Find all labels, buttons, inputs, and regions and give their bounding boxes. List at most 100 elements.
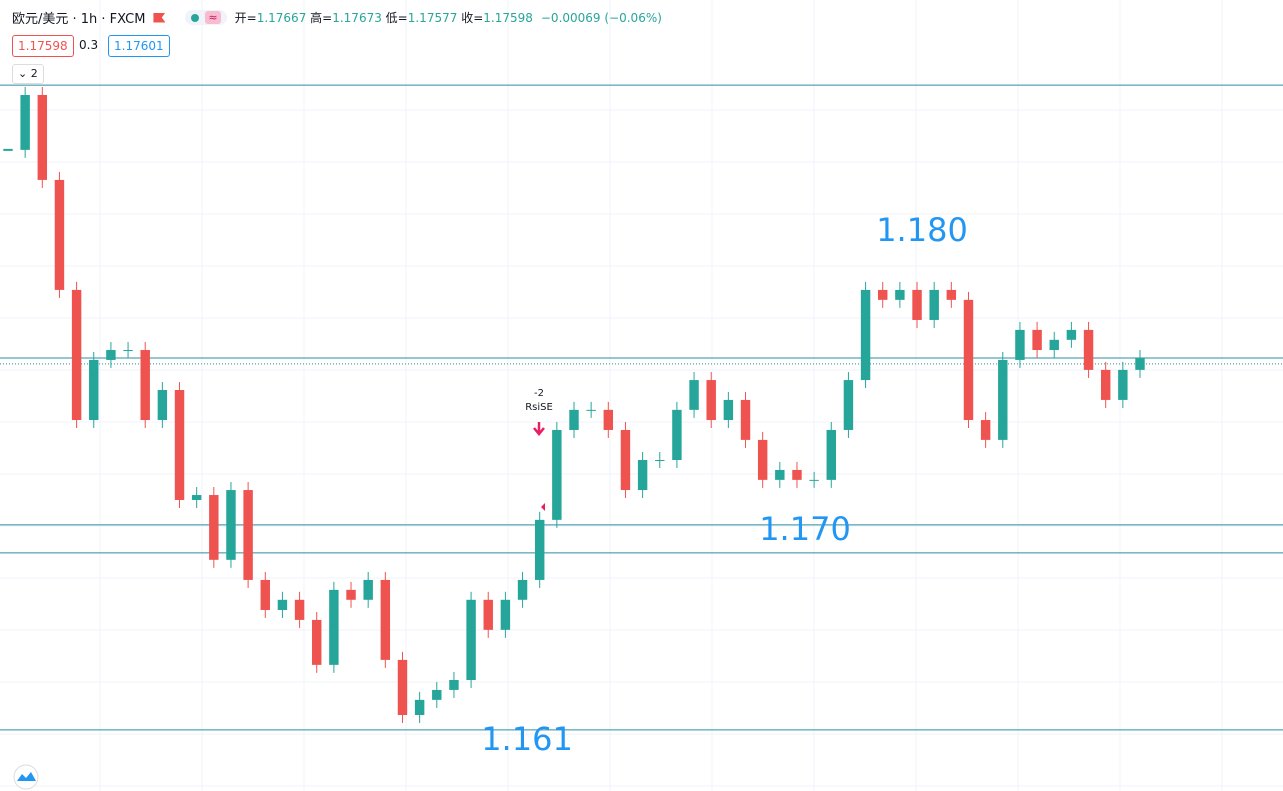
- candle-body: [483, 599, 493, 630]
- symbol-title[interactable]: 欧元/美元 · 1h · FXCM: [12, 12, 146, 27]
- candle-body: [20, 95, 30, 150]
- candle-body: [1083, 329, 1094, 370]
- indicator-count: 2: [30, 67, 38, 80]
- candle-body: [294, 599, 305, 620]
- candle-body: [878, 289, 888, 300]
- candle-body: [620, 429, 631, 491]
- candle-body: [466, 599, 476, 681]
- candle-body: [655, 460, 665, 462]
- candle-body: [534, 519, 545, 580]
- ohlc-legend: 开=1.17667 高=1.17673 低=1.17577 收=1.17598: [235, 9, 533, 26]
- candle-body: [329, 589, 339, 665]
- candle-body: [277, 599, 288, 610]
- legend-label: 收=: [461, 11, 484, 25]
- candle-body: [603, 409, 614, 430]
- candle-body: [123, 350, 133, 352]
- candle-body: [637, 460, 648, 491]
- candle-body: [912, 289, 922, 320]
- candle-body: [672, 409, 682, 461]
- flag[interactable]: [153, 12, 166, 23]
- levels: [0, 84, 1283, 731]
- candle-body: [689, 380, 699, 410]
- candle-body: [346, 589, 356, 600]
- logo[interactable]: [13, 764, 39, 790]
- candle-body: [37, 95, 48, 180]
- candles: [3, 87, 1145, 724]
- candle-body: [723, 399, 734, 421]
- candle-body: [1066, 329, 1077, 340]
- candle-body: [1015, 329, 1025, 360]
- status[interactable]: ≈: [185, 10, 227, 25]
- candle-body: [500, 599, 511, 630]
- candle-body: [843, 380, 854, 430]
- candle-body: [449, 680, 459, 690]
- candle-body: [946, 289, 957, 300]
- candle-body: [980, 420, 991, 440]
- sell-price[interactable]: 1.17598: [12, 35, 74, 57]
- signal-arrow: [533, 422, 545, 436]
- candle-body: [1100, 369, 1111, 400]
- annotation: 1.180: [876, 211, 968, 249]
- candle-body: [243, 490, 253, 580]
- candle-body: [826, 429, 836, 480]
- spread: 0.3: [79, 38, 99, 52]
- candle-body: [1049, 339, 1059, 351]
- candle-body: [174, 389, 185, 500]
- chevron: ⌄: [18, 67, 31, 80]
- candle-body: [706, 380, 716, 421]
- legend-value: 1.17598: [483, 11, 533, 25]
- candle-body: [740, 399, 751, 440]
- annotation: 1.170: [759, 510, 851, 548]
- candle-body: [209, 495, 219, 560]
- candle-body: [157, 389, 168, 421]
- candle-body: [586, 409, 596, 411]
- candle-body: [312, 619, 322, 665]
- candle-body: [860, 289, 871, 381]
- candle-body: [998, 359, 1008, 440]
- legend-label: 开=: [234, 11, 257, 25]
- candle-body: [414, 699, 425, 716]
- candle-body: [963, 299, 974, 421]
- candle-body: [226, 490, 236, 560]
- candle-body: [775, 469, 785, 480]
- candle-body: [809, 479, 819, 481]
- legend-label: 低=: [385, 11, 408, 25]
- change: −0.00069 (−0.06%): [540, 10, 662, 25]
- logo-icon: [17, 772, 36, 781]
- legend-label: 高=: [310, 11, 333, 25]
- legend-value: 1.17673: [332, 11, 382, 25]
- candle-body: [432, 689, 442, 700]
- legend-value: 1.17577: [407, 11, 458, 25]
- candle-body: [260, 579, 270, 610]
- indicator-toggle[interactable]: ⌄ 2: [12, 64, 44, 84]
- candle-body: [895, 289, 905, 300]
- candle-body: [757, 439, 768, 480]
- header: 欧元/美元 · 1h · FXCM ≈ 开=1.17667 高=1.17673 …: [12, 8, 662, 27]
- candle-body: [89, 359, 99, 421]
- candle-body: [380, 579, 391, 660]
- candle-body: [1032, 329, 1042, 351]
- candle-body: [140, 350, 150, 421]
- signal-count: -2: [534, 388, 544, 399]
- candle-body: [1135, 357, 1145, 370]
- candle-body: [71, 289, 82, 421]
- candle-body: [929, 289, 939, 320]
- signal-marker: [541, 503, 545, 511]
- candle-body: [1118, 369, 1128, 400]
- candle-body: [792, 469, 802, 480]
- candle-body: [552, 429, 562, 520]
- candle-body: [517, 579, 528, 600]
- legend-value: 1.17667: [256, 11, 307, 25]
- candle-body: [191, 495, 202, 500]
- candle-body: [397, 659, 408, 716]
- candle-body: [569, 409, 579, 430]
- signal-label: RsiSE: [525, 402, 553, 413]
- buy-price[interactable]: 1.17601: [108, 35, 170, 57]
- candle-body: [54, 179, 65, 290]
- status-dot: [191, 13, 200, 22]
- candle-body: [106, 350, 116, 360]
- candle-body: [363, 579, 373, 600]
